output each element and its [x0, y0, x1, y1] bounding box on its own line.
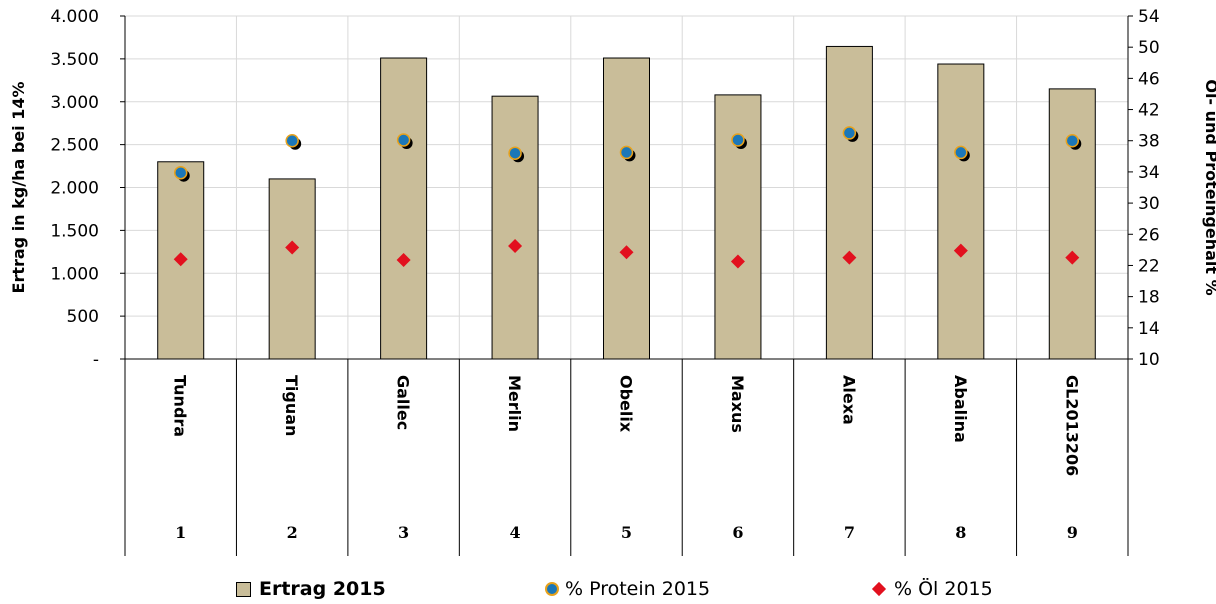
- y-tick-label-right: 30: [1138, 194, 1160, 214]
- y-tick-label-right: 54: [1138, 7, 1160, 27]
- y-tick-label-right: 14: [1138, 319, 1160, 339]
- category-label: Gallec: [394, 375, 413, 430]
- y-tick-label-right: 26: [1138, 225, 1160, 245]
- chart: 4.000 3.500 3.000 2.500 2.000 1.500 1.000 500 - 5…: [9, 7, 1216, 556]
- category-label: Merlin: [505, 375, 524, 432]
- category-label: Tundra: [171, 375, 190, 437]
- oil-point: [173, 252, 188, 267]
- category-label: Obelix: [617, 375, 636, 433]
- protein-point: [731, 133, 745, 147]
- y-tick-label-left: 2.000: [50, 179, 99, 199]
- y-tick-label-left: -: [93, 350, 99, 370]
- bar: [825, 45, 873, 360]
- oil-point: [619, 245, 634, 260]
- oil-point: [285, 240, 300, 255]
- protein-point: [173, 165, 188, 180]
- bar: [937, 63, 985, 360]
- category-label: Maxus: [728, 375, 747, 433]
- y-tick-label-right: 38: [1138, 132, 1160, 152]
- y-tick-label-right: 50: [1138, 38, 1160, 58]
- bar: [380, 57, 428, 360]
- y-axis-title-left: Ertrag in kg/ha bei 14%: [9, 82, 28, 294]
- legend-item-ertrag: Ertrag 2015: [236, 574, 386, 604]
- y-tick-label-left: 4.000: [50, 7, 99, 27]
- y-tick-label-left: 1.500: [50, 221, 99, 241]
- category-label: Alexa: [839, 375, 858, 425]
- category-number: 5: [621, 523, 632, 542]
- category-number: 3: [398, 523, 409, 542]
- y-tick-label-right: 18: [1138, 288, 1160, 308]
- oil-point: [1065, 250, 1080, 265]
- category-number: 9: [1067, 523, 1078, 542]
- legend-bar-swatch: [236, 581, 251, 597]
- y-tick-label-right: 34: [1138, 163, 1160, 183]
- legend-item-oel: % Öl 2015: [871, 574, 993, 604]
- oil-point: [953, 243, 968, 258]
- category-number: 2: [287, 523, 298, 542]
- y-tick-label-left: 1.000: [50, 264, 99, 284]
- legend-label-protein: % Protein 2015: [565, 578, 711, 600]
- bar: [603, 57, 650, 360]
- protein-point: [285, 133, 299, 148]
- oil-point: [396, 252, 411, 267]
- legend-item-protein: % Protein 2015: [545, 574, 710, 604]
- oil-point: [508, 238, 523, 253]
- protein-point: [954, 145, 968, 160]
- protein-point: [396, 133, 411, 147]
- category-label: Abalina: [951, 375, 970, 443]
- y-tick-label-left: 3.000: [50, 93, 99, 113]
- legend-label-ertrag: Ertrag 2015: [259, 578, 386, 600]
- y-tick-label-left: 2.500: [50, 136, 99, 156]
- category-number: 8: [955, 523, 966, 542]
- category-label: GL2013206: [1062, 375, 1081, 476]
- category-number: 1: [175, 523, 186, 542]
- legend-circle-swatch: [545, 582, 559, 596]
- y-tick-label-right: 10: [1138, 350, 1160, 370]
- legend-diamond-swatch: [871, 581, 887, 597]
- protein-point: [842, 126, 857, 140]
- category-number: 6: [732, 523, 743, 542]
- y-tick-label-right: 46: [1138, 69, 1160, 89]
- legend-label-oel: % Öl 2015: [894, 578, 993, 600]
- protein-point: [1065, 133, 1080, 148]
- bar: [1048, 88, 1096, 360]
- protein-point: [619, 145, 634, 160]
- protein-point: [508, 146, 522, 160]
- oil-point: [842, 250, 857, 265]
- category-number: 4: [509, 523, 520, 542]
- bar: [491, 95, 539, 360]
- y-tick-label-left: 3.500: [50, 50, 99, 70]
- oil-point: [730, 254, 745, 269]
- y-tick-label-right: 42: [1138, 101, 1160, 121]
- y-tick-label-right: 22: [1138, 256, 1160, 276]
- category-label: Tiguan: [282, 375, 301, 436]
- bar: [268, 178, 316, 360]
- y-axis-title-right: Öl- und Proteingehalt %: [1202, 79, 1216, 295]
- category-number: 7: [844, 523, 855, 542]
- y-tick-label-left: 500: [67, 307, 99, 327]
